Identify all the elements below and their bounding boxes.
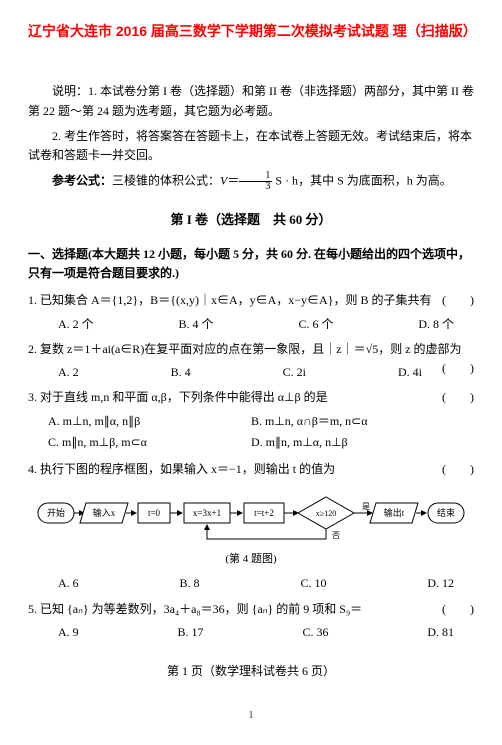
q2-sqrt: √5 bbox=[366, 342, 379, 356]
svg-text:x=3x+1: x=3x+1 bbox=[193, 508, 221, 518]
page-number: 1 bbox=[28, 707, 474, 725]
q2-blank: ( ) bbox=[442, 359, 474, 378]
page-footer: 第 1 页（数学理科试卷共 6 页） bbox=[28, 662, 474, 681]
q4-C: C. 10 bbox=[300, 574, 326, 593]
q4-blank: ( ) bbox=[442, 460, 474, 479]
formula-label: 参考公式： bbox=[52, 173, 112, 187]
q2-stem-a: 2. 复数 z＝1＋ai(a∈R)在复平面对应的点在第一象限，且｜z｜＝ bbox=[28, 342, 366, 356]
intro-line2: 2. 考生作答时，将答案答在答题卡上，在本试卷上答题无效。考试结束后，将本试卷和… bbox=[28, 127, 474, 165]
q5-blank: ( ) bbox=[442, 600, 474, 619]
svg-text:结束: 结束 bbox=[437, 507, 455, 518]
q1-A: A. 2 个 bbox=[58, 315, 94, 334]
q4-B: B. 8 bbox=[180, 574, 200, 593]
q5-stem: 5. 已知 {aₙ} 为等差数列，3a₄＋a₈＝36，则 {aₙ} 的前 9 项… bbox=[28, 602, 362, 616]
q5: 5. 已知 {aₙ} 为等差数列，3a₄＋a₈＝36，则 {aₙ} 的前 9 项… bbox=[28, 600, 474, 619]
q3-A: A. m⊥n, m∥α, n∥β bbox=[48, 412, 251, 431]
q5-options: A. 9 B. 17 C. 36 D. 81 bbox=[28, 623, 474, 642]
exam-title: 辽宁省大连市 2016 届高三数学下学期第二次模拟考试试题 理（扫描版） bbox=[28, 20, 474, 42]
q3-options: A. m⊥n, m∥α, n∥β B. m⊥n, α∩β＝m, n⊂α C. m… bbox=[28, 411, 474, 453]
formula-text-a: 三棱锥的体积公式： bbox=[112, 173, 220, 187]
flowchart-diagram: 开始 输入x t=0 x=3x+1 t=t+2 x≥120 是 否 输出t 结束 bbox=[36, 485, 466, 545]
q2: 2. 复数 z＝1＋ai(a∈R)在复平面对应的点在第一象限，且｜z｜＝√5，则… bbox=[28, 340, 474, 359]
formula-fraction: 13 bbox=[239, 171, 272, 192]
q4-caption: (第 4 题图) bbox=[28, 551, 474, 569]
q5-C: C. 36 bbox=[302, 623, 328, 642]
q1-options: A. 2 个 B. 4 个 C. 6 个 D. 8 个 bbox=[28, 315, 474, 334]
svg-text:t=t+2: t=t+2 bbox=[254, 508, 274, 518]
svg-text:x≥120: x≥120 bbox=[316, 509, 336, 518]
q1-B: B. 4 个 bbox=[179, 315, 214, 334]
q1-C: C. 6 个 bbox=[298, 315, 333, 334]
q4: 4. 执行下图的程序框图，如果输入 x＝−1，则输出 t 的值为 ( ) bbox=[28, 460, 474, 479]
svg-text:是: 是 bbox=[362, 502, 370, 511]
mc-header: 一、选择题(本大题共 12 小题，每小题 5 分，共 60 分. 在每小题给出的… bbox=[28, 245, 474, 283]
q5-A: A. 9 bbox=[58, 623, 79, 642]
q3: 3. 对于直线 m,n 和平面 α,β，下列条件中能得出 α⊥β 的是 ( ) bbox=[28, 388, 474, 407]
formula-text-b: ，其中 S 为底面积，h 为高。 bbox=[298, 173, 452, 187]
q4-D: D. 12 bbox=[427, 574, 454, 593]
q2-B: B. 4 bbox=[171, 363, 191, 382]
q2-D: D. 4i bbox=[398, 363, 422, 382]
q3-stem: 3. 对于直线 m,n 和平面 α,β，下列条件中能得出 α⊥β 的是 bbox=[28, 390, 328, 404]
svg-text:t=0: t=0 bbox=[148, 508, 161, 518]
svg-text:开始: 开始 bbox=[47, 507, 65, 518]
section1-title: 第 I 卷（选择题 共 60 分） bbox=[28, 210, 474, 231]
q4-stem: 4. 执行下图的程序框图，如果输入 x＝−1，则输出 t 的值为 bbox=[28, 462, 335, 476]
intro-line1: 说明：1. 本试卷分第 I 卷（选择题）和第 II 卷（非选择题）两部分，其中第… bbox=[28, 82, 474, 120]
q1-stem: 1. 已知集合 A＝{1,2}，B＝{(x,y)｜x∈A，y∈A，x−y∈A}，… bbox=[28, 293, 431, 307]
q1-blank: ( ) bbox=[442, 291, 474, 310]
q4-options: A. 6 B. 8 C. 10 D. 12 bbox=[28, 574, 474, 593]
formula-line: 参考公式：三棱锥的体积公式：V＝13 S · h，其中 S 为底面积，h 为高。 bbox=[28, 171, 474, 192]
q4-A: A. 6 bbox=[58, 574, 79, 593]
svg-text:输入x: 输入x bbox=[93, 507, 116, 518]
svg-text:否: 否 bbox=[332, 531, 340, 540]
q2-options: A. 2 B. 4 C. 2i D. 4i bbox=[28, 363, 442, 382]
intro-block: 说明：1. 本试卷分第 I 卷（选择题）和第 II 卷（非选择题）两部分，其中第… bbox=[28, 82, 474, 192]
q5-D: D. 81 bbox=[427, 623, 454, 642]
q1: 1. 已知集合 A＝{1,2}，B＝{(x,y)｜x∈A，y∈A，x−y∈A}，… bbox=[28, 291, 474, 310]
q2-A: A. 2 bbox=[58, 363, 79, 382]
q3-D: D. m∥n, m⊥α, n⊥β bbox=[251, 433, 454, 452]
q2-stem-b: ，则 z 的虚部为 bbox=[378, 342, 461, 356]
q3-C: C. m∥n, m⊥β, m⊂α bbox=[48, 433, 251, 452]
q5-B: B. 17 bbox=[178, 623, 204, 642]
formula-mid: S · h bbox=[272, 173, 298, 187]
q3-B: B. m⊥n, α∩β＝m, n⊂α bbox=[251, 412, 454, 431]
svg-text:输出t: 输出t bbox=[384, 507, 405, 518]
q2-C: C. 2i bbox=[283, 363, 306, 382]
q3-blank: ( ) bbox=[442, 388, 474, 407]
q1-D: D. 8 个 bbox=[418, 315, 454, 334]
